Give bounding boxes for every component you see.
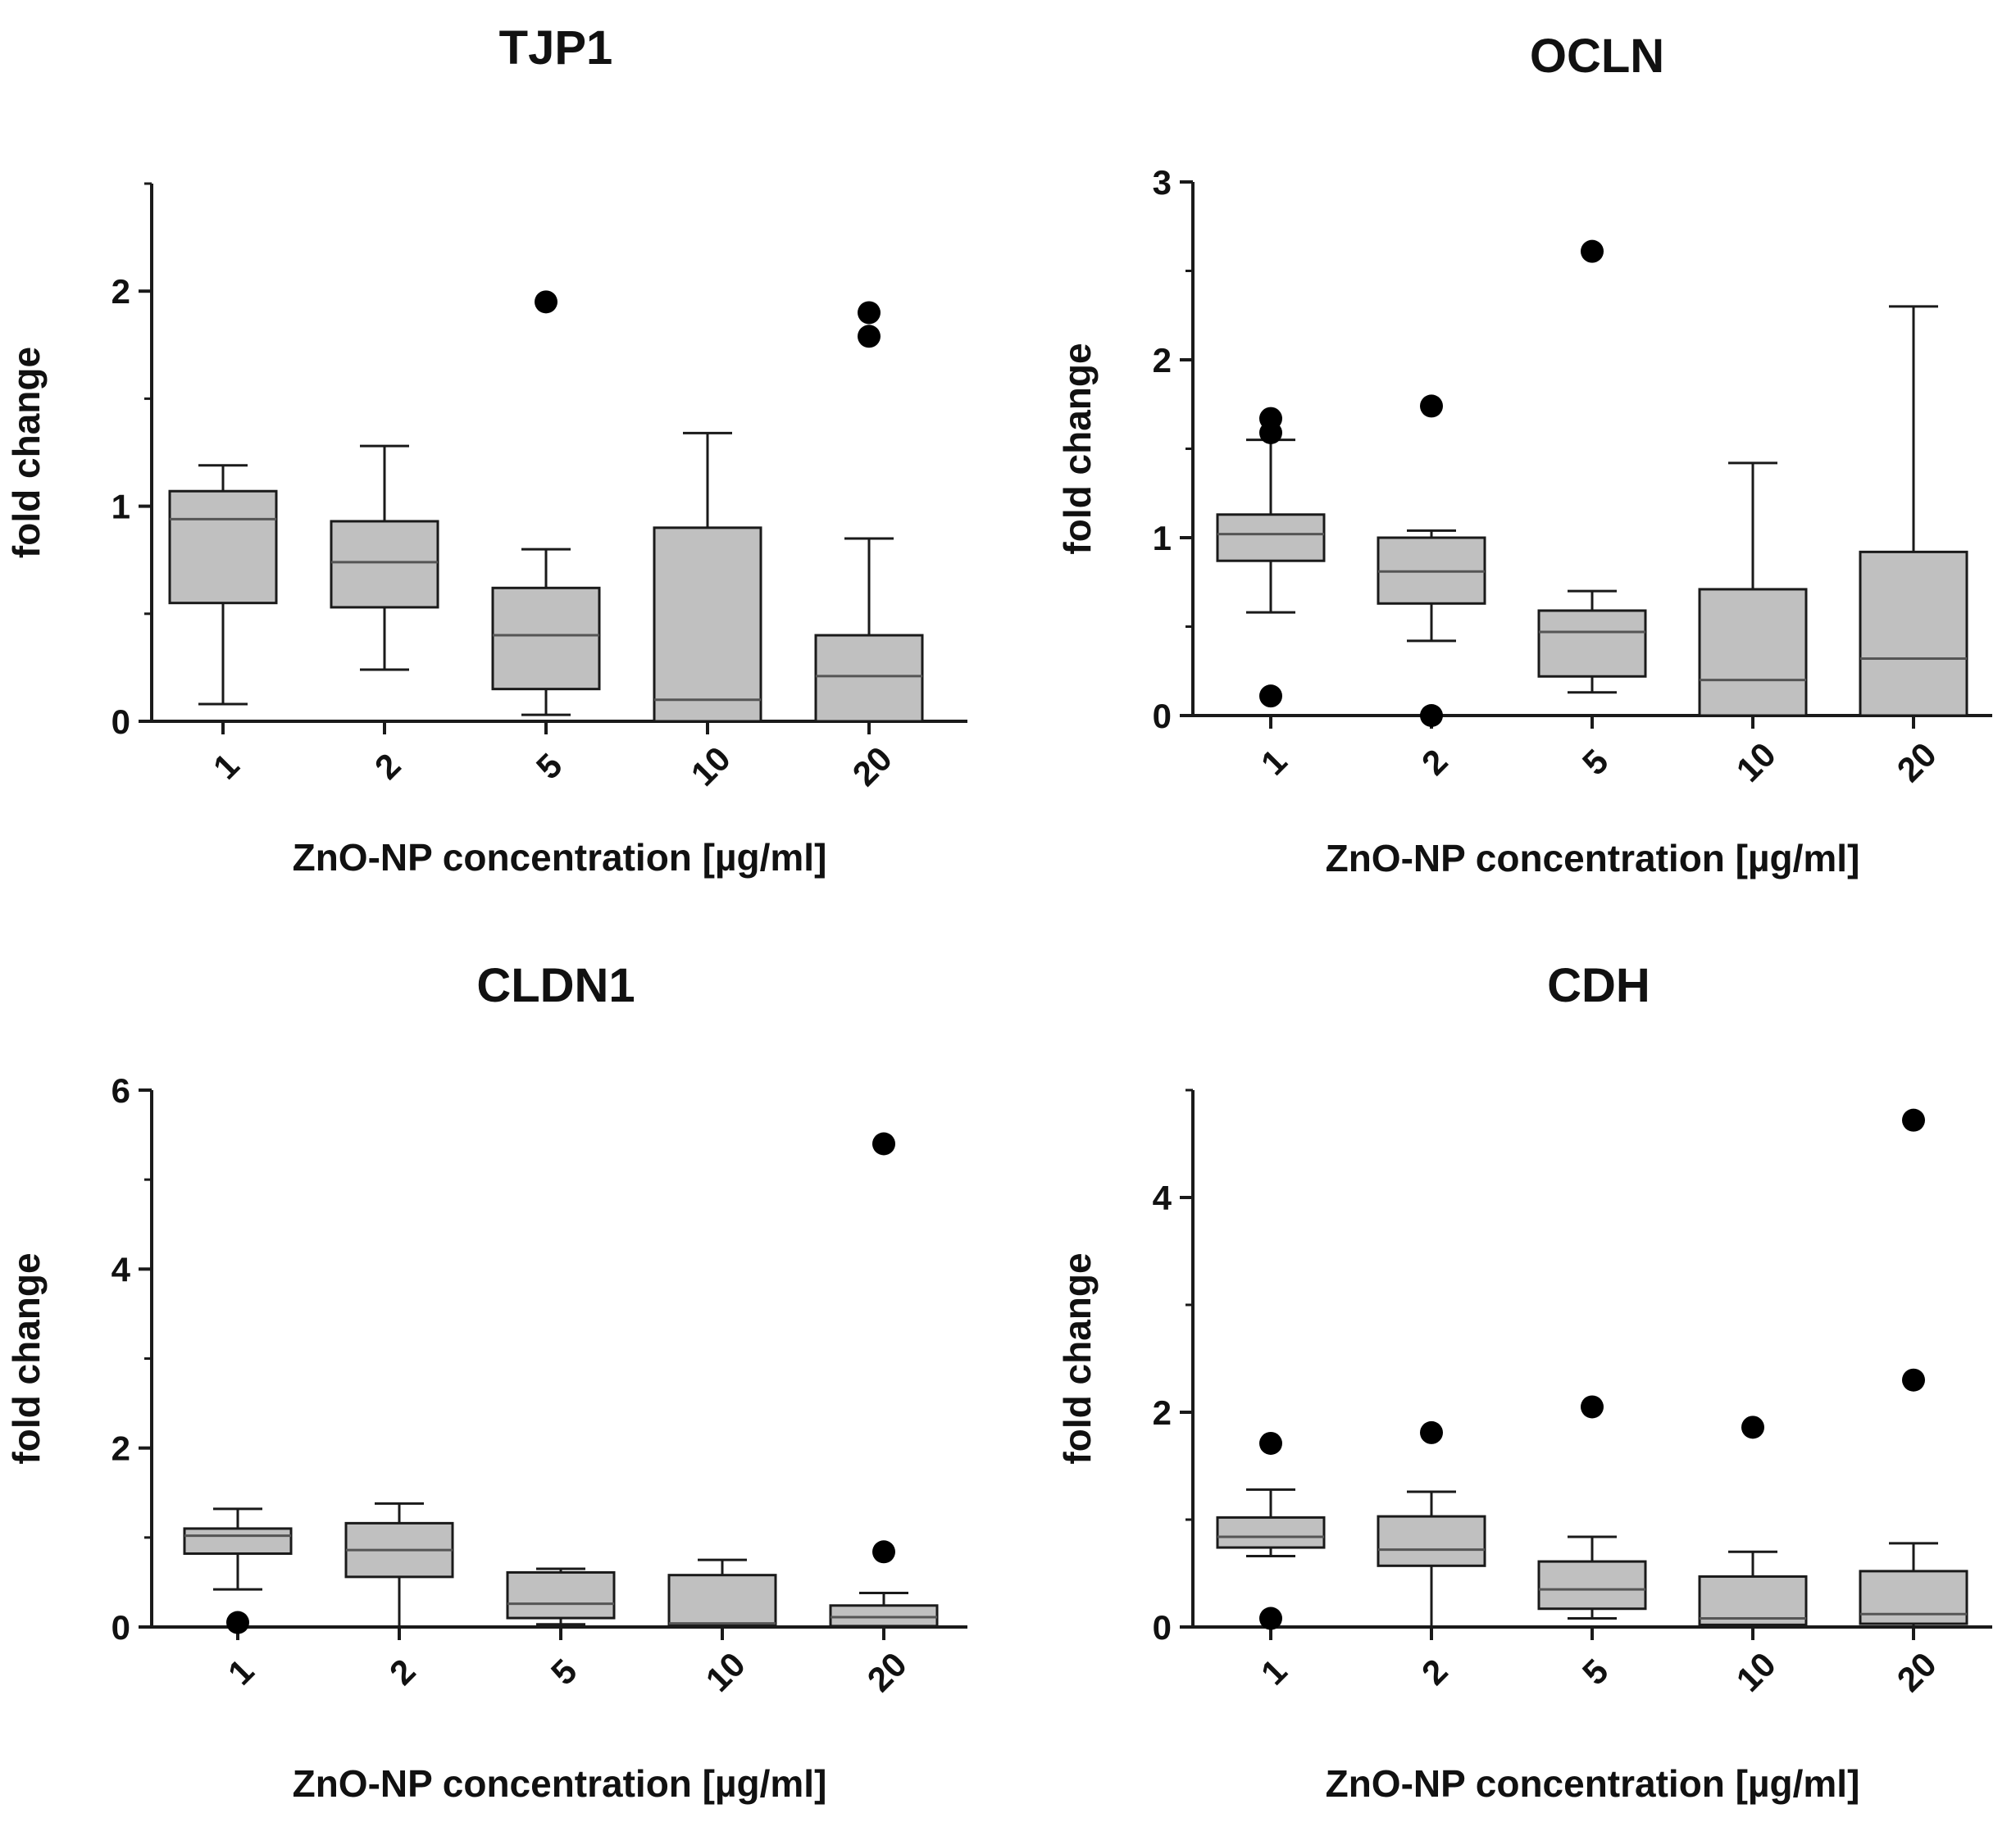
box-iqr <box>1859 1570 1968 1625</box>
y-tick-label: 0 <box>111 702 130 741</box>
x-axis-label: ZnO-NP concentration [µg/ml] <box>1326 1762 1860 1805</box>
x-axis-label: ZnO-NP concentration [µg/ml] <box>293 1762 827 1805</box>
y-tick-label: 3 <box>1153 163 1172 202</box>
box-iqr <box>491 586 601 691</box>
box-iqr <box>1698 1575 1808 1626</box>
outlier-point <box>1581 1395 1604 1419</box>
box-iqr <box>1537 609 1647 678</box>
outlier-point <box>1259 1606 1282 1630</box>
outlier-point <box>1581 239 1604 263</box>
box-1: 1 <box>168 464 278 787</box>
outlier-point <box>1420 1420 1443 1444</box>
x-axis-label: ZnO-NP concentration [µg/ml] <box>1326 837 1860 879</box>
y-axis-label: fold change <box>5 347 48 558</box>
y-tick-label: 4 <box>111 1250 131 1288</box>
outlier-point <box>1420 394 1443 418</box>
outlier-point <box>1902 1108 1925 1132</box>
outlier-point <box>1741 1416 1764 1439</box>
outlier-point <box>872 1540 895 1564</box>
box-iqr <box>814 634 924 723</box>
x-axis-label: ZnO-NP concentration [µg/ml] <box>293 836 827 879</box>
outlier-point <box>1259 420 1282 444</box>
chart-title: CDH <box>1547 959 1650 1012</box>
box-iqr <box>1537 1560 1647 1611</box>
outlier-point <box>858 325 881 348</box>
box-iqr <box>1859 550 1968 717</box>
box-iqr <box>506 1570 616 1620</box>
box-2: 2 <box>1377 394 1486 783</box>
outlier-point <box>858 301 881 325</box>
outlier-point <box>1259 684 1282 708</box>
box-iqr <box>183 1527 293 1555</box>
outlier-point <box>535 290 557 314</box>
box-iqr <box>653 526 762 723</box>
outlier-point <box>872 1132 895 1156</box>
y-axis-label: fold change <box>5 1252 48 1464</box>
box-iqr <box>168 489 278 605</box>
box-2: 2 <box>344 1502 454 1693</box>
box-iqr <box>1216 1516 1326 1549</box>
outlier-point <box>226 1611 249 1634</box>
box-1: 1 <box>1216 407 1326 783</box>
chart-title: CLDN1 <box>476 959 635 1012</box>
box-2: 2 <box>1377 1420 1486 1693</box>
y-tick-label: 2 <box>111 272 130 311</box>
chart-title: TJP1 <box>499 21 613 75</box>
y-tick-label: 1 <box>1153 519 1172 557</box>
y-tick-label: 2 <box>1153 1393 1172 1432</box>
y-tick-label: 1 <box>111 488 130 526</box>
y-tick-label: 2 <box>111 1429 130 1468</box>
y-tick-label: 2 <box>1153 341 1172 379</box>
box-iqr <box>1698 588 1808 717</box>
box-iqr <box>829 1604 939 1628</box>
chart-panel-ocln: OCLN fold change ZnO-NP concentration [µg/… <box>1056 30 1992 879</box>
y-tick-label: 0 <box>1153 697 1172 735</box>
box-iqr <box>330 520 439 609</box>
outlier-point <box>1259 1431 1282 1455</box>
outlier-point <box>1902 1368 1925 1392</box>
y-tick-label: 4 <box>1153 1179 1172 1217</box>
y-tick-label: 0 <box>111 1608 130 1647</box>
y-tick-label: 6 <box>111 1071 130 1110</box>
chart-title: OCLN <box>1530 30 1664 83</box>
box-10: 10 <box>653 431 762 793</box>
y-axis-label: fold change <box>1056 1252 1099 1464</box>
box-iqr <box>1216 513 1326 562</box>
box-iqr <box>1377 1515 1486 1567</box>
y-tick-label: 0 <box>1153 1608 1172 1647</box>
outlier-point <box>1420 704 1443 727</box>
y-axis-label: fold change <box>1056 343 1099 554</box>
box-iqr <box>667 1574 777 1627</box>
